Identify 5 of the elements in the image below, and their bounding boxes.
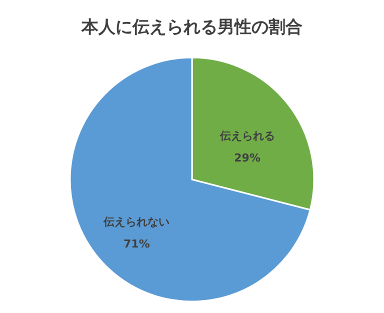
data-label: 71% [124, 237, 150, 250]
slice-label: 伝えられない [102, 215, 170, 228]
data-label: 29% [234, 152, 260, 165]
chart-title: 本人に伝えられる男性の割合 [80, 18, 302, 38]
slice-label: 伝えられる [218, 130, 275, 143]
